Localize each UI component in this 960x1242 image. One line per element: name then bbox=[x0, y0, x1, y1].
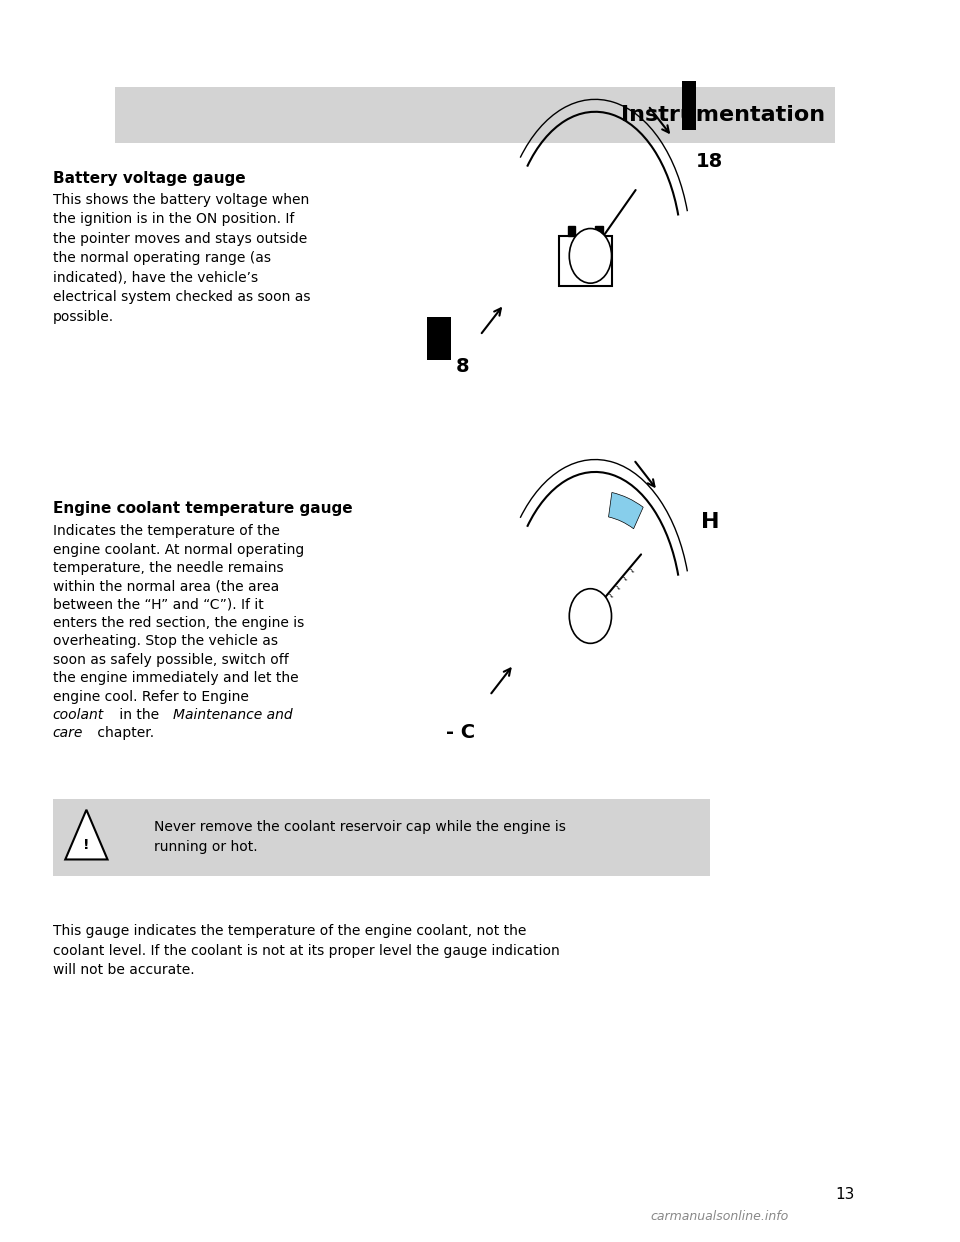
Text: Maintenance and: Maintenance and bbox=[173, 708, 293, 722]
Text: !: ! bbox=[84, 837, 89, 852]
Bar bbox=[559, 236, 612, 286]
Text: Never remove the coolant reservoir cap while the engine is
running or hot.: Never remove the coolant reservoir cap w… bbox=[154, 821, 565, 853]
Circle shape bbox=[569, 229, 612, 283]
Text: +: + bbox=[593, 255, 604, 267]
Text: overheating. Stop the vehicle as: overheating. Stop the vehicle as bbox=[53, 635, 277, 648]
Text: care: care bbox=[53, 727, 84, 740]
Text: This shows the battery voltage when
the ignition is in the ON position. If
the p: This shows the battery voltage when the … bbox=[53, 193, 310, 323]
Text: 8: 8 bbox=[456, 356, 469, 376]
Text: - C: - C bbox=[446, 723, 475, 743]
Text: engine coolant. At normal operating: engine coolant. At normal operating bbox=[53, 543, 304, 556]
Text: in the: in the bbox=[115, 708, 164, 722]
Text: the engine immediately and let the: the engine immediately and let the bbox=[53, 671, 299, 686]
Bar bbox=[595, 226, 603, 236]
Text: ~: ~ bbox=[611, 582, 621, 594]
Text: engine cool. Refer to Engine: engine cool. Refer to Engine bbox=[53, 689, 249, 703]
Text: This gauge indicates the temperature of the engine coolant, not the
coolant leve: This gauge indicates the temperature of … bbox=[53, 924, 560, 977]
Text: ~: ~ bbox=[604, 590, 614, 601]
Text: Battery voltage gauge: Battery voltage gauge bbox=[53, 171, 246, 186]
Polygon shape bbox=[65, 810, 108, 859]
Text: Instrumentation: Instrumentation bbox=[621, 104, 826, 125]
Wedge shape bbox=[609, 493, 643, 529]
Text: within the normal area (the area: within the normal area (the area bbox=[53, 579, 279, 594]
Bar bbox=[427, 317, 451, 360]
Text: -: - bbox=[570, 255, 575, 267]
Text: enters the red section, the engine is: enters the red section, the engine is bbox=[53, 616, 304, 630]
Text: Indicates the temperature of the: Indicates the temperature of the bbox=[53, 524, 279, 538]
Text: coolant: coolant bbox=[53, 708, 104, 722]
Circle shape bbox=[569, 589, 612, 643]
Bar bbox=[682, 81, 696, 130]
Text: carmanualsonline.info: carmanualsonline.info bbox=[651, 1211, 789, 1223]
Text: between the “H” and “C”). If it: between the “H” and “C”). If it bbox=[53, 597, 264, 611]
Text: Engine coolant temperature gauge: Engine coolant temperature gauge bbox=[53, 501, 352, 515]
Text: ~: ~ bbox=[617, 574, 629, 585]
FancyBboxPatch shape bbox=[115, 87, 835, 143]
Bar bbox=[53, 799, 710, 876]
Text: H: H bbox=[701, 512, 719, 532]
Text: ~: ~ bbox=[624, 565, 636, 576]
Text: soon as safely possible, switch off: soon as safely possible, switch off bbox=[53, 653, 289, 667]
Bar bbox=[567, 226, 575, 236]
Text: 18: 18 bbox=[696, 152, 723, 171]
Text: temperature, the needle remains: temperature, the needle remains bbox=[53, 561, 283, 575]
Text: 13: 13 bbox=[835, 1187, 854, 1202]
Text: chapter.: chapter. bbox=[93, 727, 155, 740]
